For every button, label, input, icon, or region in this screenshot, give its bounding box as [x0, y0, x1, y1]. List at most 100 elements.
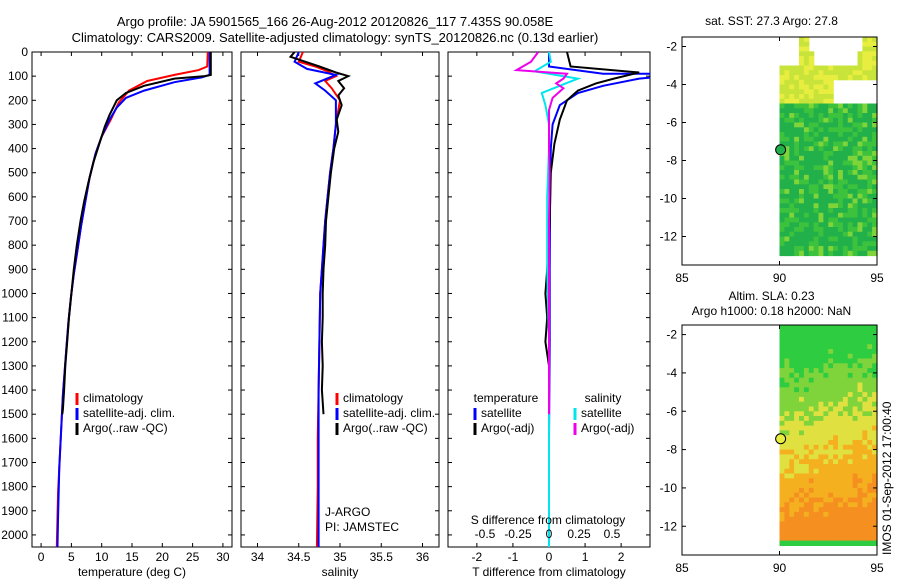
- map-cell: [852, 344, 859, 350]
- map-cell: [872, 136, 878, 143]
- map-cell: [828, 155, 834, 162]
- map-cell: [852, 353, 859, 360]
- map-cell: [779, 430, 785, 436]
- map-cell: [803, 449, 810, 455]
- map-cell: [838, 151, 844, 157]
- map-cell: [803, 535, 810, 542]
- map-cell: [872, 344, 878, 350]
- map-cell: [842, 174, 849, 181]
- map-cell: [833, 358, 839, 364]
- map-cell: [784, 454, 790, 460]
- map-cell: [794, 165, 800, 171]
- map-cell: [838, 136, 844, 143]
- map-cell: [779, 127, 785, 133]
- map-cell: [857, 170, 863, 176]
- map-cell: [857, 440, 863, 446]
- map-cell: [803, 231, 810, 238]
- map-cell: [803, 459, 810, 465]
- map-cell: [789, 246, 795, 252]
- map-cell: [823, 334, 829, 340]
- map-cell: [803, 151, 810, 157]
- map-cell: [857, 246, 863, 252]
- map-cell: [857, 151, 863, 157]
- map-cell: [808, 84, 815, 90]
- map-cell: [803, 468, 810, 475]
- map-cell: [828, 103, 834, 109]
- map-cell: [872, 179, 878, 185]
- map-cell: [833, 103, 839, 109]
- map-cell: [852, 430, 859, 436]
- map-cell: [789, 165, 795, 171]
- map-cell: [794, 208, 800, 214]
- map-cell: [833, 117, 839, 124]
- map-cell: [862, 56, 868, 62]
- map-cell: [803, 483, 810, 489]
- map-cell: [823, 483, 829, 489]
- map-cell: [847, 241, 854, 247]
- map-cell: [828, 170, 834, 176]
- map-cell: [872, 151, 878, 157]
- map-cell: [867, 231, 873, 238]
- map-cell: [872, 487, 878, 494]
- map-cell: [857, 454, 863, 460]
- map-cell: [813, 459, 820, 465]
- map-cell: [808, 94, 815, 100]
- map-cell: [857, 189, 863, 195]
- map-cell: [862, 103, 868, 109]
- map-cell: [784, 507, 790, 513]
- y-tick-label: 300: [8, 117, 28, 131]
- map-cell: [813, 368, 820, 374]
- y-tick-label: 900: [8, 262, 28, 276]
- map-cell: [862, 70, 868, 76]
- y-tick-label: 500: [8, 166, 28, 180]
- map-cell: [828, 217, 834, 223]
- map-cell: [857, 349, 863, 355]
- map-cell: [794, 478, 800, 484]
- map-cell: [808, 444, 815, 451]
- map-cell: [847, 526, 854, 532]
- map-cell: [823, 174, 829, 181]
- map-cell: [857, 193, 863, 200]
- x-tick-label: 1: [582, 550, 589, 564]
- map-cell: [867, 396, 873, 403]
- map-cell: [838, 449, 844, 455]
- map-cell: [818, 113, 824, 119]
- map-cell: [852, 325, 859, 331]
- map-cell: [794, 179, 800, 185]
- map-cell: [799, 94, 805, 100]
- map-cell: [857, 113, 863, 119]
- map-cell: [847, 444, 854, 451]
- map-cell: [838, 212, 844, 219]
- map-cell: [847, 511, 854, 518]
- map-cell: [789, 425, 795, 431]
- x-tick-label: 36: [416, 550, 430, 564]
- map-cell: [872, 241, 878, 247]
- map-cell: [867, 160, 873, 166]
- map-cell: [779, 174, 785, 181]
- map-cell: [867, 497, 873, 503]
- map-cell: [799, 339, 805, 345]
- map-cell: [813, 193, 820, 200]
- map-cell: [799, 382, 805, 388]
- map-cell: [867, 440, 873, 446]
- map-cell: [803, 94, 810, 100]
- map-cell: [862, 136, 868, 143]
- map-cell: [784, 246, 790, 252]
- map-cell: [789, 444, 795, 451]
- map-cell: [872, 349, 878, 355]
- map-cell: [847, 250, 854, 257]
- map-cell: [828, 521, 834, 527]
- map-cell: [799, 377, 805, 384]
- map-cell: [794, 241, 800, 247]
- plots-layer: 0100200300400500600700800900100011001200…: [1, 14, 884, 579]
- map-cell: [784, 79, 790, 86]
- map-cell: [803, 487, 810, 494]
- map-cell: [813, 392, 820, 398]
- map-cell: [784, 98, 790, 105]
- map-cell: [808, 132, 815, 138]
- map-cell: [803, 113, 810, 119]
- map-cell: [857, 184, 863, 190]
- map-cell: [794, 227, 800, 233]
- map-cell: [789, 387, 795, 393]
- map-cell: [862, 382, 868, 388]
